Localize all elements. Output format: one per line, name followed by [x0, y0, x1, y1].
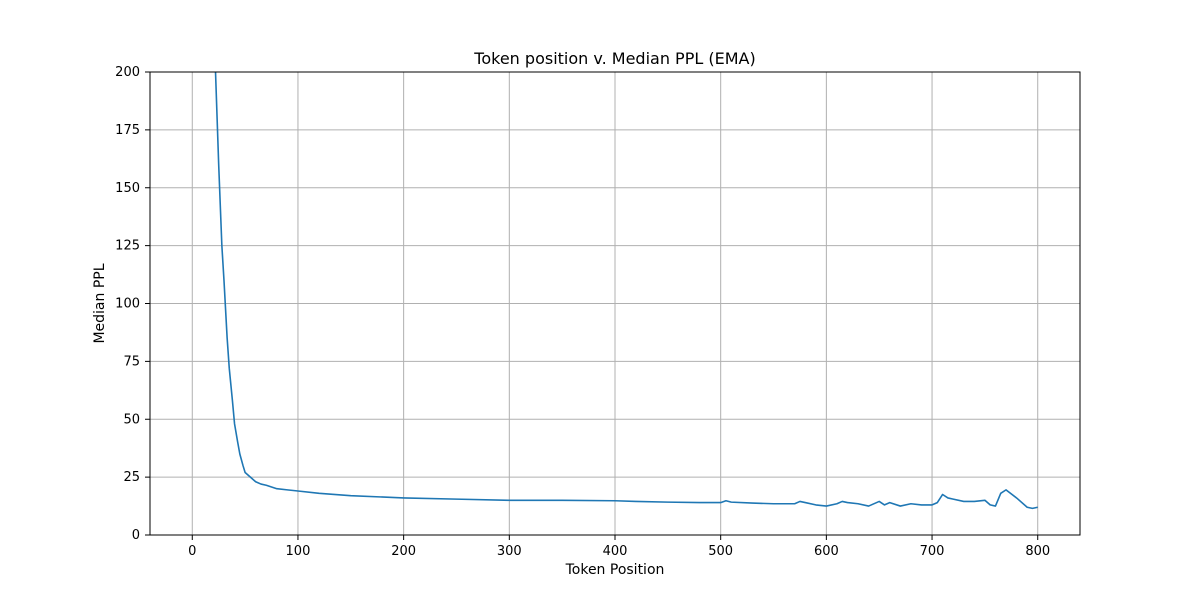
- x-axis-label: Token Position: [565, 562, 665, 578]
- chart-title: Token position v. Median PPL (EMA): [473, 49, 755, 68]
- y-tick-label: 25: [123, 470, 140, 485]
- x-tick-label: 600: [814, 544, 839, 559]
- y-tick-label: 200: [115, 65, 140, 80]
- x-tick-label: 800: [1025, 544, 1050, 559]
- axis-ticks: 0 100 200 300 400 500 600 700 800 0 25 50 75 100 125 15…: [115, 65, 1050, 559]
- x-tick-label: 700: [920, 544, 945, 559]
- y-tick-label: 125: [115, 239, 140, 254]
- x-tick-label: 300: [497, 544, 522, 559]
- series-line: [214, 72, 1038, 510]
- x-tick-label: 200: [391, 544, 416, 559]
- y-tick-label: 50: [123, 412, 140, 427]
- y-tick-label: 75: [123, 354, 140, 369]
- x-tick-label: 400: [603, 544, 628, 559]
- x-tick-label: 100: [286, 544, 311, 559]
- x-tick-label: 0: [188, 544, 196, 559]
- y-axis-label: Median PPL: [92, 263, 108, 343]
- y-tick-label: 150: [115, 181, 140, 196]
- x-tick-label: 500: [708, 544, 733, 559]
- y-tick-label: 100: [115, 297, 140, 312]
- grid-lines: [150, 71, 1080, 536]
- series-lines: [214, 72, 1038, 510]
- y-tick-label: 0: [132, 528, 140, 543]
- y-tick-label: 175: [115, 123, 140, 138]
